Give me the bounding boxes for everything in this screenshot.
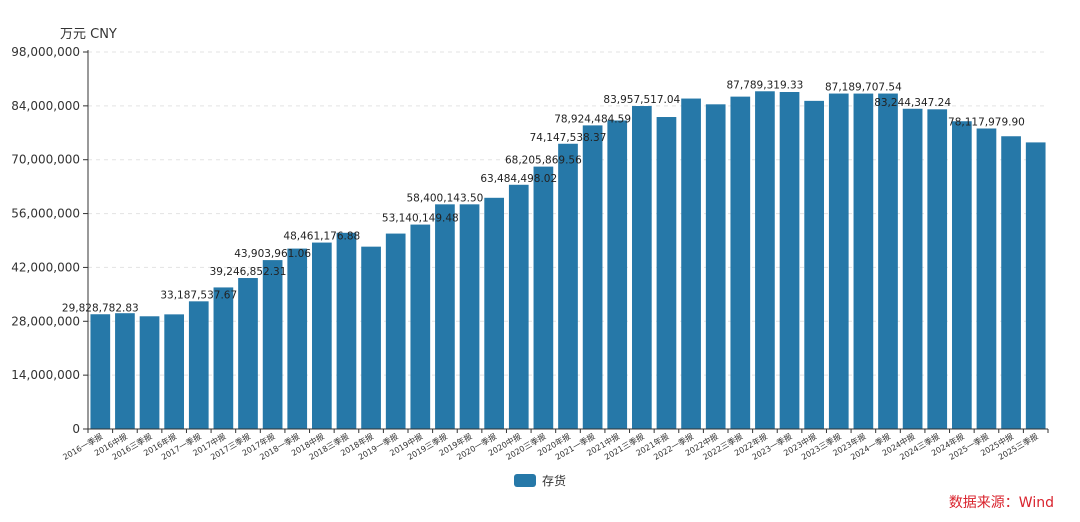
y-tick-label: 28,000,000 bbox=[11, 314, 80, 328]
unit-label: 万元 CNY bbox=[60, 27, 117, 42]
bar[interactable] bbox=[582, 125, 603, 430]
data-label: 83,957,517.04 bbox=[603, 94, 680, 106]
bars bbox=[90, 91, 1046, 430]
bar[interactable] bbox=[213, 287, 234, 429]
bar[interactable] bbox=[878, 93, 898, 429]
bar[interactable] bbox=[976, 128, 997, 429]
bar[interactable] bbox=[484, 197, 504, 429]
bar[interactable] bbox=[705, 104, 726, 430]
bar[interactable] bbox=[508, 184, 529, 429]
y-tick-label: 42,000,000 bbox=[11, 260, 80, 274]
data-label: 78,924,484.59 bbox=[554, 113, 631, 125]
axes bbox=[83, 50, 1049, 433]
data-label: 83,244,347.24 bbox=[874, 97, 951, 109]
bar[interactable] bbox=[804, 100, 824, 429]
bar[interactable] bbox=[90, 314, 111, 429]
bar[interactable] bbox=[927, 109, 948, 429]
bar[interactable] bbox=[164, 314, 184, 429]
data-label: 74,147,538.37 bbox=[530, 132, 607, 144]
bar[interactable] bbox=[410, 224, 431, 429]
bar[interactable] bbox=[262, 260, 283, 429]
bar[interactable] bbox=[361, 246, 381, 429]
data-label: 68,205,869.56 bbox=[505, 155, 582, 167]
bar[interactable] bbox=[533, 166, 554, 429]
y-axis-ticks: 0 14,000,000 28,000,000 42,000,000 56,000,00… bbox=[11, 45, 80, 436]
data-label: 63,484,498.02 bbox=[480, 173, 557, 185]
bar[interactable] bbox=[139, 316, 160, 429]
bar[interactable] bbox=[1025, 142, 1046, 429]
bar[interactable] bbox=[902, 108, 923, 429]
bar[interactable] bbox=[287, 248, 308, 429]
bar[interactable] bbox=[459, 204, 480, 429]
y-tick-label: 56,000,000 bbox=[11, 207, 80, 221]
data-label: 39,246,852.31 bbox=[210, 266, 287, 278]
bar[interactable] bbox=[730, 96, 751, 430]
data-labels: 29,828,782.83 33,187,537.67 39,246,852.31 4… bbox=[62, 79, 1025, 314]
bar[interactable] bbox=[312, 242, 332, 429]
bar[interactable] bbox=[385, 233, 406, 429]
y-tick-label: 14,000,000 bbox=[11, 368, 80, 382]
bar[interactable] bbox=[952, 121, 972, 429]
bar[interactable] bbox=[656, 117, 677, 429]
y-tick-label: 0 bbox=[72, 422, 80, 436]
data-label: 87,189,707.54 bbox=[825, 82, 902, 94]
legend-swatch[interactable] bbox=[514, 474, 536, 487]
bar[interactable] bbox=[779, 92, 800, 429]
bar[interactable] bbox=[607, 120, 628, 429]
y-tick-label: 98,000,000 bbox=[11, 45, 80, 59]
bar[interactable] bbox=[632, 106, 652, 429]
x-axis-ticks: 2016一季报2016中报2016三季报2016年报2017一季报2017中报2… bbox=[61, 431, 1040, 462]
y-tick-label: 70,000,000 bbox=[11, 153, 80, 167]
bar[interactable] bbox=[238, 278, 258, 429]
bar[interactable] bbox=[828, 93, 849, 429]
bar[interactable] bbox=[755, 91, 775, 430]
data-label: 87,789,319.33 bbox=[727, 79, 804, 91]
data-label: 43,903,961.06 bbox=[234, 248, 311, 260]
bar[interactable] bbox=[558, 143, 578, 429]
data-label: 58,400,143.50 bbox=[407, 192, 484, 204]
data-label: 33,187,537.67 bbox=[160, 289, 237, 301]
legend[interactable]: 存货 bbox=[514, 473, 566, 488]
bar[interactable] bbox=[336, 232, 357, 429]
data-source-note: 数据来源：Wind bbox=[948, 495, 1054, 511]
bar[interactable] bbox=[188, 301, 209, 429]
bar[interactable] bbox=[115, 313, 135, 429]
bar[interactable] bbox=[681, 98, 701, 429]
data-label: 78,117,979.90 bbox=[948, 116, 1025, 128]
data-label: 53,140,149.48 bbox=[382, 213, 459, 225]
legend-label[interactable]: 存货 bbox=[542, 473, 566, 488]
bar[interactable] bbox=[1001, 136, 1021, 429]
y-tick-label: 84,000,000 bbox=[11, 99, 80, 113]
bar[interactable] bbox=[853, 93, 874, 429]
bar[interactable] bbox=[435, 204, 455, 429]
data-label: 29,828,782.83 bbox=[62, 302, 139, 314]
data-label: 48,461,176.88 bbox=[283, 231, 360, 243]
